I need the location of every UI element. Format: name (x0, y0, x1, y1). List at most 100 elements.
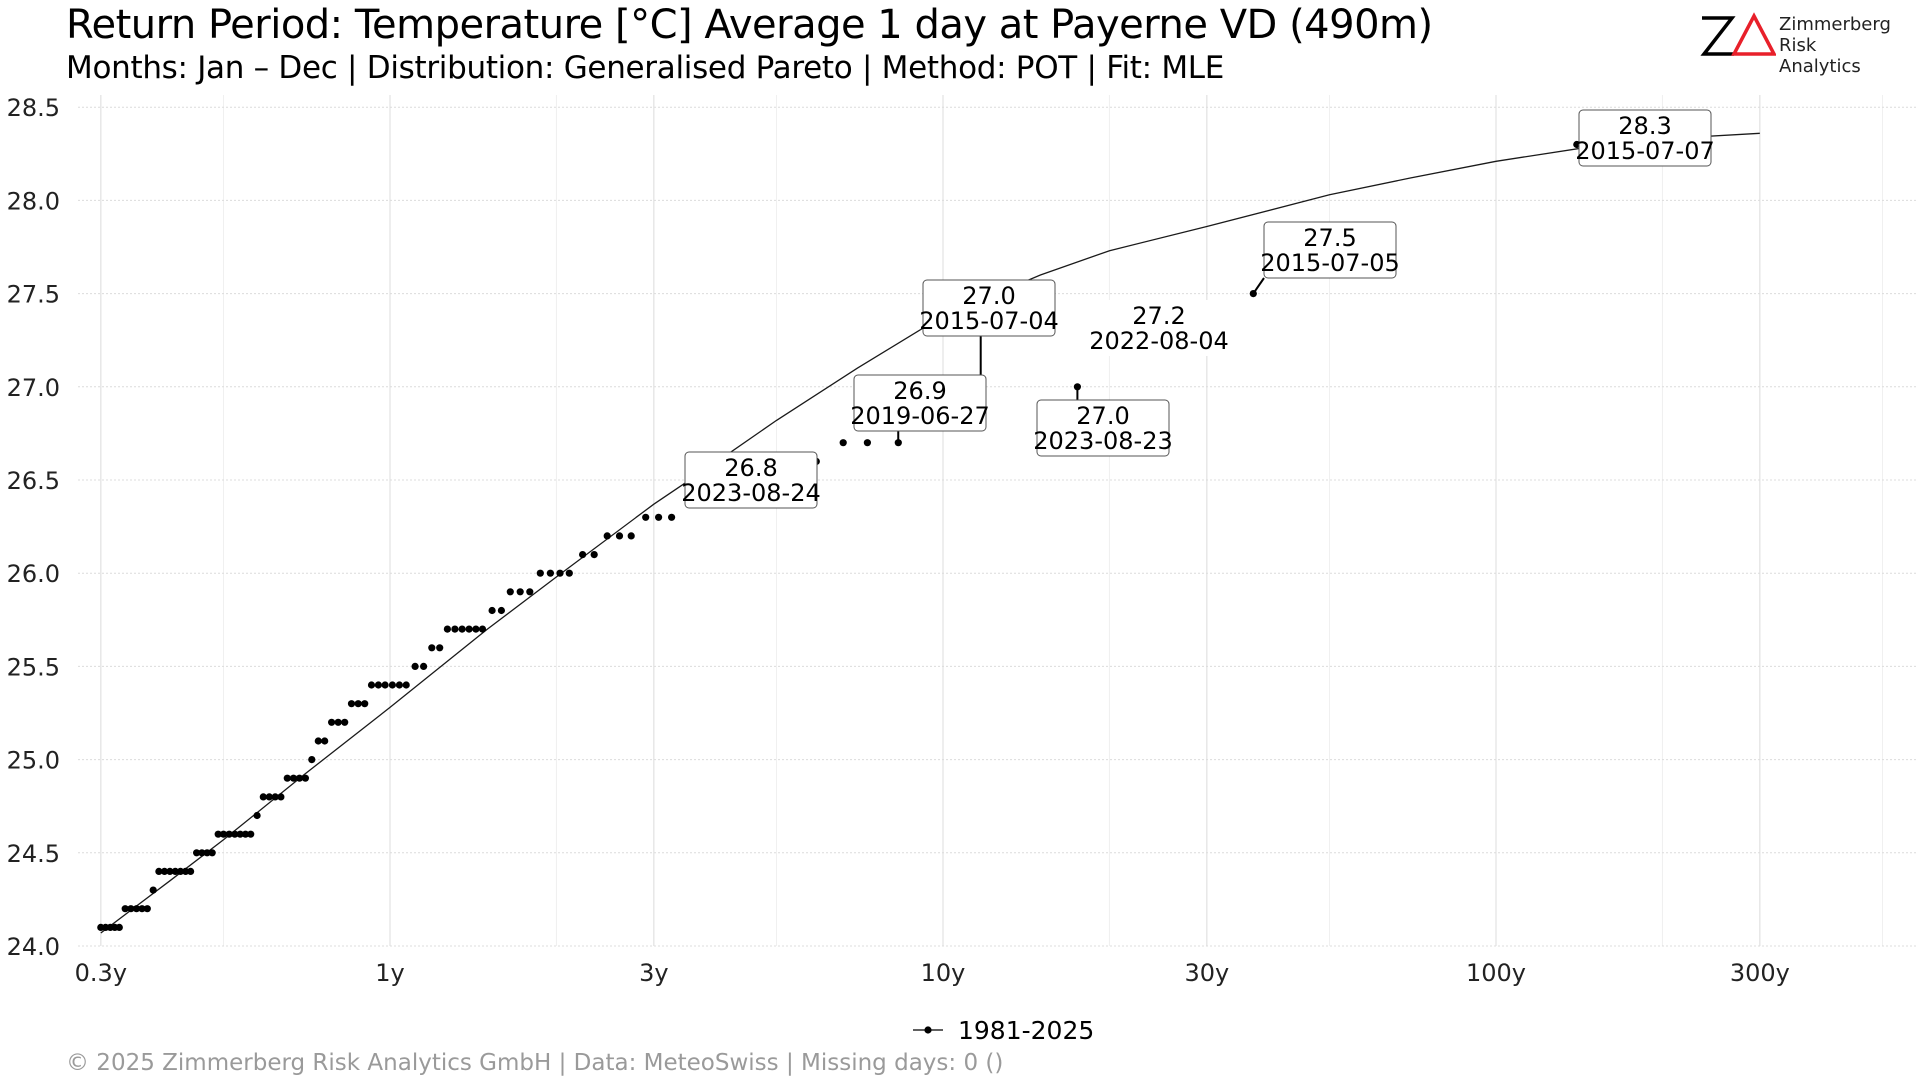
data-point (115, 923, 123, 932)
label-value: 27.0 (1076, 402, 1129, 430)
logo-mark-icon (1700, 12, 1776, 56)
logo-text: Zimmerberg Risk Analytics (1779, 14, 1896, 77)
y-tick-label: 25.0 (7, 747, 60, 775)
data-point (579, 551, 587, 559)
data-point (565, 569, 573, 577)
data-point (166, 867, 174, 876)
y-tick-label: 25.5 (7, 653, 60, 681)
label-value: 27.5 (1303, 224, 1356, 252)
x-tick-label: 100y (1466, 959, 1526, 987)
data-point (395, 681, 403, 689)
data-point (143, 905, 151, 913)
data-point (497, 606, 505, 615)
y-tick-label: 27.0 (7, 374, 60, 402)
data-point (590, 551, 598, 559)
company-logo: Zimmerberg Risk Analytics (1696, 10, 1896, 77)
data-point (603, 532, 611, 540)
data-point (203, 849, 211, 857)
data-point (214, 830, 222, 838)
y-tick-label: 24.0 (7, 933, 60, 961)
data-point (381, 681, 389, 689)
data-point (271, 793, 279, 801)
data-point (402, 681, 410, 689)
label-leader (1252, 277, 1265, 295)
data-point (259, 793, 267, 801)
y-tick-label: 26.5 (7, 467, 60, 495)
data-point (546, 569, 555, 577)
label-date: 2015-07-05 (1260, 249, 1399, 277)
label-box (1093, 300, 1225, 356)
data-point (198, 849, 206, 857)
label-box (853, 374, 987, 432)
data-point (347, 700, 356, 708)
data-point (451, 625, 459, 633)
fit-curve-layer (100, 132, 1760, 934)
label-box (1263, 221, 1397, 279)
footer-copyright: © 2025 Zimmerberg Risk Analytics GmbH | … (66, 1050, 1004, 1076)
data-point (155, 867, 163, 876)
data-point (187, 867, 195, 876)
y-tick-label: 27.5 (7, 281, 60, 309)
data-point (516, 588, 524, 596)
data-point (465, 625, 473, 633)
label-box (684, 451, 818, 509)
data-point (160, 867, 169, 876)
data-point (193, 849, 201, 857)
legend: 1981-2025 (913, 1016, 1094, 1040)
data-point (308, 756, 316, 764)
data-point (321, 737, 329, 745)
data-point (225, 830, 233, 838)
data-point (295, 774, 304, 782)
data-point (127, 905, 135, 913)
data-point (121, 905, 129, 913)
data-point (388, 681, 396, 689)
data-point (253, 811, 261, 820)
label-date: 2015-07-07 (1575, 137, 1714, 165)
data-point (436, 644, 444, 652)
logo-line1: Zimmerberg (1779, 14, 1891, 35)
y-tick-label: 28.0 (7, 187, 60, 215)
data-point (367, 681, 376, 689)
data-point (839, 439, 847, 447)
label-value: 26.8 (724, 454, 777, 482)
data-point (443, 625, 451, 633)
data-point (642, 513, 650, 521)
data-point (171, 867, 179, 876)
data-point (428, 644, 436, 652)
data-point (247, 830, 255, 838)
label-date: 2015-07-04 (919, 307, 1058, 335)
data-point (334, 718, 342, 726)
data-point (283, 774, 291, 782)
y-tick-label: 28.5 (7, 94, 60, 122)
label-date: 2022-08-04 (1089, 327, 1228, 355)
data-point (488, 606, 496, 615)
chart-title: Return Period: Temperature [°C] Average … (66, 2, 1433, 48)
y-tick-label: 24.5 (7, 840, 60, 868)
data-point (132, 905, 141, 913)
data-point (289, 774, 298, 782)
data-point (655, 513, 663, 521)
data-point (236, 830, 244, 838)
data-point (506, 588, 514, 596)
data-point (231, 830, 239, 838)
logo-line2: Risk Analytics (1779, 35, 1861, 77)
grid (78, 95, 1918, 947)
data-point (458, 625, 466, 633)
x-tick-label: 3y (639, 959, 668, 987)
data-point (241, 830, 250, 838)
data-point (328, 718, 336, 726)
x-tick-label: 0.3y (75, 959, 127, 987)
data-point (341, 718, 349, 726)
x-tick-label: 1y (375, 959, 404, 987)
data-point (472, 625, 480, 633)
legend-label: 1981-2025 (958, 1016, 1094, 1040)
data-point (149, 886, 157, 894)
data-point (374, 681, 382, 689)
